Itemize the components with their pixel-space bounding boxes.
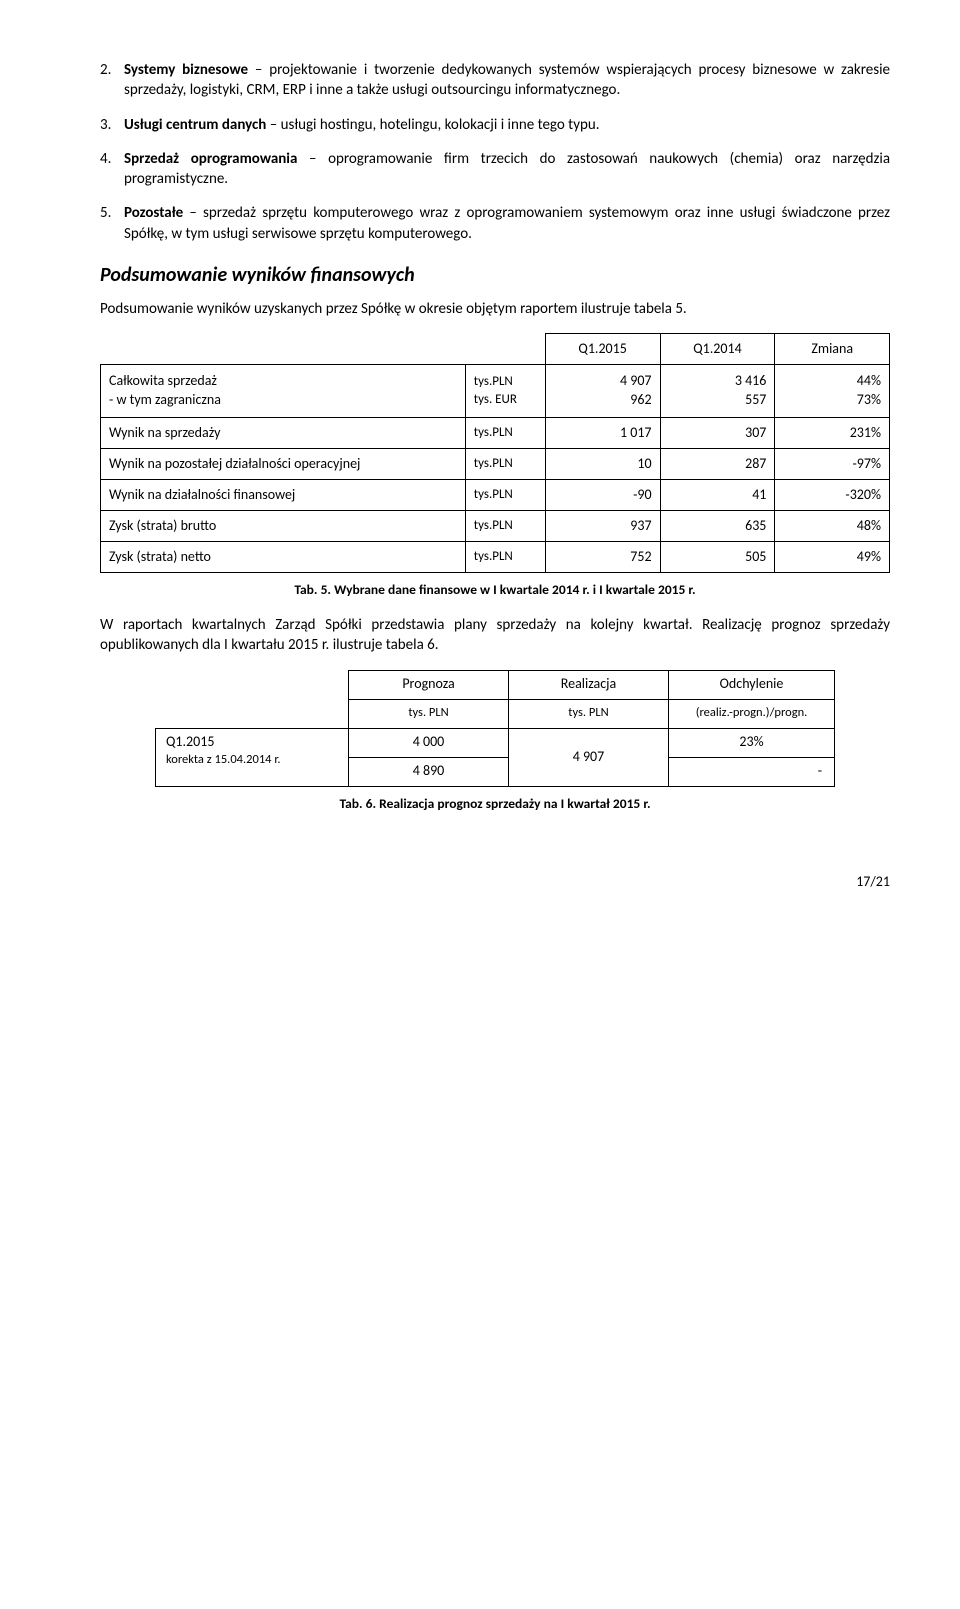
row-unit: tys.PLN — [474, 373, 537, 391]
intro-paragraph: Podsumowanie wyników uzyskanych przez Sp… — [100, 299, 890, 319]
numbered-list: 2. Systemy biznesowe – projektowanie i t… — [100, 60, 890, 244]
row-sublabel: korekta z 15.04.2014 r. — [166, 752, 340, 769]
cell-value: 4 890 — [349, 757, 509, 786]
cell-value: 752 — [545, 542, 660, 573]
table-row: Wynik na działalności finansowej tys.PLN… — [101, 480, 890, 511]
cell-value: 287 — [660, 449, 775, 480]
financial-summary-table: Q1.2015 Q1.2014 Zmiana Całkowita sprzeda… — [100, 333, 890, 573]
col-forecast: Prognoza — [349, 670, 509, 699]
list-term: Pozostałe — [124, 204, 183, 222]
table-row: Q1.2015 korekta z 15.04.2014 r. 4 000 4 … — [156, 728, 835, 757]
table-row: Zysk (strata) netto tys.PLN 752 505 49% — [101, 542, 890, 573]
table-row: Wynik na sprzedaży tys.PLN 1 017 307 231… — [101, 418, 890, 449]
row-unit: tys. EUR — [474, 391, 537, 409]
row-label: Wynik na działalności finansowej — [101, 480, 466, 511]
table-header-row: Prognoza Realizacja Odchylenie — [156, 670, 835, 699]
row-label: Zysk (strata) brutto — [101, 511, 466, 542]
table-row: Całkowita sprzedaż - w tym zagraniczna t… — [101, 365, 890, 418]
page-number: 17/21 — [100, 873, 890, 892]
table-header-row: Q1.2015 Q1.2014 Zmiana — [101, 334, 890, 365]
list-rest: – usługi hostingu, hotelingu, kolokacji … — [266, 116, 599, 134]
list-term: Sprzedaż oprogramowania — [124, 150, 297, 168]
list-number: 4. — [100, 149, 124, 190]
col-q1-2014: Q1.2014 — [660, 334, 775, 365]
list-item: 5. Pozostałe – sprzedaż sprzętu komputer… — [100, 203, 890, 244]
list-rest: – sprzedaż sprzętu komputerowego wraz z … — [124, 204, 890, 242]
col-deviation: Odchylenie — [669, 670, 835, 699]
row-sublabel: - w tym zagraniczna — [109, 391, 457, 410]
forecast-table: Prognoza Realizacja Odchylenie tys. PLN … — [155, 670, 835, 787]
unit-label: tys. PLN — [508, 699, 668, 728]
row-unit: tys.PLN — [465, 480, 545, 511]
list-number: 2. — [100, 60, 124, 101]
cell-value: 73% — [783, 391, 881, 410]
list-term: Usługi centrum danych — [124, 116, 266, 134]
list-number: 5. — [100, 203, 124, 244]
cell-value: -90 — [545, 480, 660, 511]
table-row: Wynik na pozostałej działalności operacy… — [101, 449, 890, 480]
row-label: Q1.2015 — [166, 733, 340, 752]
cell-value: 49% — [775, 542, 890, 573]
cell-value: 937 — [545, 511, 660, 542]
paragraph: W raportach kwartalnych Zarząd Spółki pr… — [100, 615, 890, 656]
cell-value: 962 — [554, 391, 652, 410]
cell-value: 4 907 — [508, 728, 668, 786]
cell-value: 4 907 — [554, 372, 652, 391]
list-term: Systemy biznesowe — [124, 61, 248, 79]
cell-value: 3 416 — [669, 372, 767, 391]
table-caption: Tab. 6. Realizacja prognoz sprzedaży na … — [100, 795, 890, 813]
cell-value: 4 000 — [349, 728, 509, 757]
table-subheader-row: tys. PLN tys. PLN (realiz.-progn.)/progn… — [156, 699, 835, 728]
cell-value: 10 — [545, 449, 660, 480]
col-q1-2015: Q1.2015 — [545, 334, 660, 365]
cell-value: -97% — [775, 449, 890, 480]
cell-value: 23% — [669, 728, 835, 757]
row-label: Wynik na sprzedaży — [101, 418, 466, 449]
cell-value: 44% — [783, 372, 881, 391]
cell-value: 635 — [660, 511, 775, 542]
cell-value: 307 — [660, 418, 775, 449]
cell-value: 557 — [669, 391, 767, 410]
row-unit: tys.PLN — [465, 449, 545, 480]
list-text: Usługi centrum danych – usługi hostingu,… — [124, 115, 890, 135]
list-text: Pozostałe – sprzedaż sprzętu komputerowe… — [124, 203, 890, 244]
col-realization: Realizacja — [508, 670, 668, 699]
table-caption: Tab. 5. Wybrane dane finansowe w I kwart… — [100, 581, 890, 599]
list-item: 4. Sprzedaż oprogramowania – oprogramowa… — [100, 149, 890, 190]
list-item: 2. Systemy biznesowe – projektowanie i t… — [100, 60, 890, 101]
cell-value: 505 — [660, 542, 775, 573]
table-row: Zysk (strata) brutto tys.PLN 937 635 48% — [101, 511, 890, 542]
list-number: 3. — [100, 115, 124, 135]
cell-value: - — [669, 757, 835, 786]
unit-label: tys. PLN — [349, 699, 509, 728]
section-heading: Podsumowanie wyników finansowych — [100, 262, 890, 289]
row-unit: tys.PLN — [465, 418, 545, 449]
cell-value: 41 — [660, 480, 775, 511]
row-unit: tys.PLN — [465, 511, 545, 542]
row-label: Wynik na pozostałej działalności operacy… — [101, 449, 466, 480]
cell-value: 231% — [775, 418, 890, 449]
cell-value: 48% — [775, 511, 890, 542]
col-change: Zmiana — [775, 334, 890, 365]
cell-value: 1 017 — [545, 418, 660, 449]
list-text: Systemy biznesowe – projektowanie i twor… — [124, 60, 890, 101]
row-label: Zysk (strata) netto — [101, 542, 466, 573]
list-item: 3. Usługi centrum danych – usługi hostin… — [100, 115, 890, 135]
row-unit: tys.PLN — [465, 542, 545, 573]
list-text: Sprzedaż oprogramowania – oprogramowanie… — [124, 149, 890, 190]
row-label: Całkowita sprzedaż — [109, 372, 457, 391]
deviation-formula: (realiz.-progn.)/progn. — [669, 699, 835, 728]
cell-value: -320% — [775, 480, 890, 511]
